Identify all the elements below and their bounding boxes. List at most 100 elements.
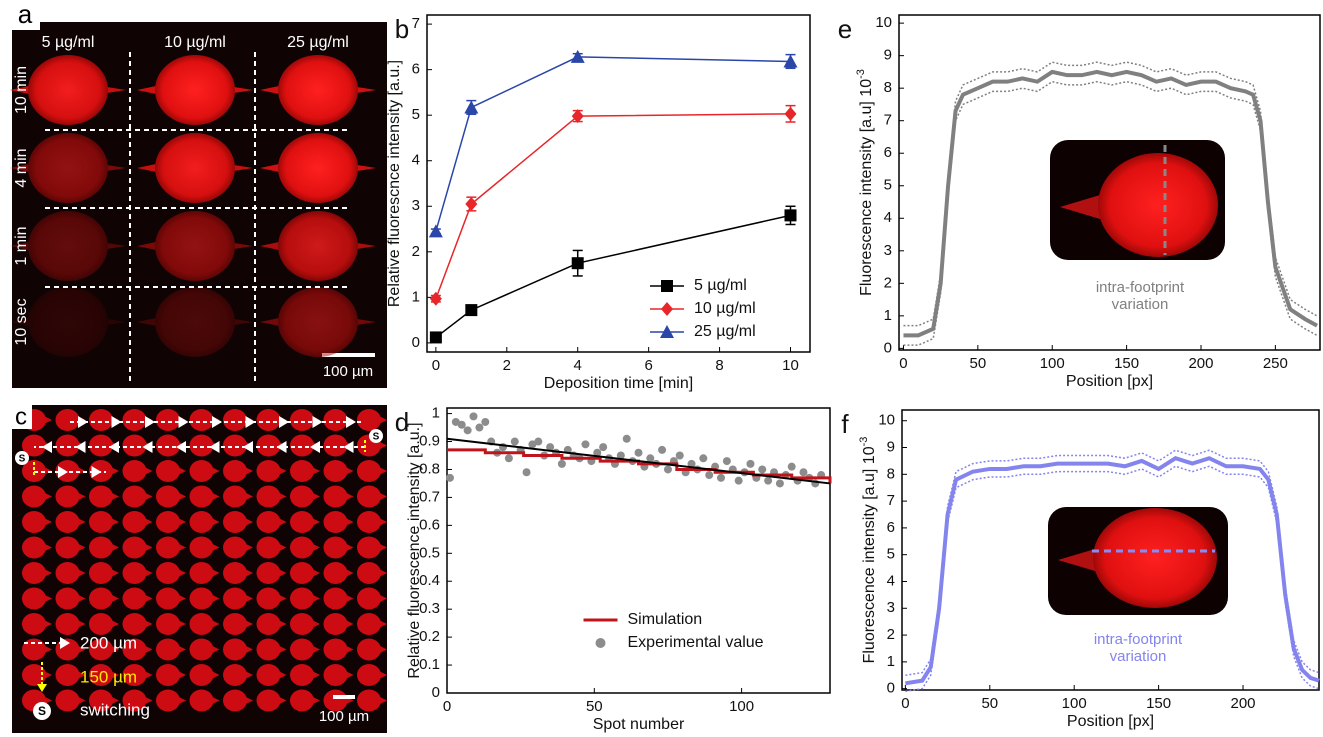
drop bbox=[223, 562, 247, 584]
spot bbox=[28, 211, 108, 281]
drop bbox=[156, 664, 180, 686]
y-tick-label: 7 bbox=[412, 15, 420, 32]
legend-marker bbox=[661, 280, 673, 292]
y-tick-label: 6 bbox=[884, 144, 892, 161]
marker bbox=[571, 257, 584, 270]
drop bbox=[55, 613, 80, 635]
drop bbox=[22, 613, 46, 635]
drop bbox=[55, 434, 80, 457]
drop bbox=[323, 638, 348, 661]
point bbox=[534, 437, 543, 446]
arrow-head bbox=[111, 416, 122, 428]
drop bbox=[189, 460, 214, 482]
drop bbox=[223, 536, 247, 559]
spot bbox=[155, 211, 235, 281]
y-tick-label: 0.2 bbox=[419, 628, 440, 645]
panel-label: d bbox=[395, 407, 409, 437]
point bbox=[716, 473, 725, 482]
y-tick-label: 1 bbox=[887, 653, 895, 670]
drop bbox=[22, 511, 46, 533]
arrow-head bbox=[109, 441, 119, 453]
drop bbox=[290, 434, 314, 457]
drop bbox=[122, 638, 147, 661]
arrow-head bbox=[209, 441, 220, 453]
x-tick-label: 100 bbox=[1062, 695, 1087, 712]
legend-marker bbox=[595, 638, 606, 648]
switch-symbol bbox=[369, 429, 383, 443]
panel-label: c bbox=[15, 403, 27, 430]
drop bbox=[357, 409, 381, 431]
point bbox=[687, 459, 696, 468]
drop bbox=[189, 587, 214, 610]
drop bbox=[256, 689, 281, 712]
drop bbox=[189, 689, 214, 712]
drop bbox=[189, 511, 214, 533]
label-bg bbox=[10, 0, 40, 30]
arrow-head bbox=[58, 466, 68, 478]
switch-symbol bbox=[15, 451, 29, 465]
y-tick-label: 8 bbox=[887, 465, 895, 482]
point bbox=[475, 423, 484, 432]
y-tick-label: 0.3 bbox=[419, 600, 440, 617]
series-line bbox=[435, 214, 791, 339]
x-tick-label: 150 bbox=[1114, 355, 1139, 372]
y-tick-label: 0 bbox=[884, 339, 892, 356]
x-tick-label: 200 bbox=[1231, 695, 1256, 712]
spot bbox=[28, 287, 108, 357]
y-tick-label: 6 bbox=[412, 61, 420, 78]
row-label: 1 min bbox=[13, 226, 30, 265]
y-tick-label: 4 bbox=[412, 152, 420, 169]
y-axis-label-text: Fluorescence intensity [a.u] 10 bbox=[858, 79, 875, 296]
point bbox=[758, 465, 767, 474]
drop bbox=[189, 434, 214, 457]
x-axis-label: Position [px] bbox=[1067, 713, 1154, 730]
drop bbox=[357, 485, 381, 508]
point bbox=[787, 462, 796, 471]
drop bbox=[89, 638, 113, 661]
y-tick-label: 1 bbox=[412, 288, 420, 305]
panel-label: f bbox=[841, 409, 849, 439]
x-tick-label: 150 bbox=[1146, 695, 1171, 712]
point bbox=[546, 443, 555, 452]
drop bbox=[256, 562, 281, 584]
y-tick-label: 9 bbox=[887, 438, 895, 455]
arrow-head bbox=[42, 441, 52, 453]
x-axis-label: Spot number bbox=[593, 716, 685, 733]
drop bbox=[357, 638, 381, 661]
y-tick-label: 3 bbox=[884, 242, 892, 259]
image-panel-c: S Sc 200 µm 150 µm S switching 100 µm bbox=[10, 403, 387, 733]
drop bbox=[223, 485, 247, 508]
legend-text: 200 µm bbox=[80, 633, 137, 652]
x-tick-label: 6 bbox=[644, 357, 652, 374]
drop bbox=[122, 562, 147, 584]
arrow-head bbox=[310, 441, 320, 453]
inset-f bbox=[1048, 507, 1228, 615]
drop bbox=[22, 638, 46, 661]
switch-symbol bbox=[33, 702, 51, 720]
series-line bbox=[435, 56, 791, 232]
drop bbox=[189, 562, 214, 584]
drop bbox=[156, 485, 180, 508]
arrow-head bbox=[75, 441, 86, 453]
y-tick-label: 4 bbox=[884, 209, 892, 226]
drop bbox=[290, 587, 314, 610]
drop bbox=[156, 562, 180, 584]
point bbox=[775, 479, 784, 488]
spot bbox=[260, 55, 376, 125]
spot bbox=[278, 287, 358, 357]
drop bbox=[290, 664, 314, 686]
legend-text: switching bbox=[80, 700, 150, 719]
panel-label: b bbox=[395, 14, 409, 44]
arrow-head bbox=[78, 416, 88, 428]
marker bbox=[571, 109, 584, 124]
drop bbox=[223, 460, 247, 482]
x-tick-label: 250 bbox=[1263, 355, 1288, 372]
marker bbox=[429, 331, 442, 344]
drop bbox=[189, 638, 214, 661]
label-bg bbox=[10, 405, 32, 429]
drop bbox=[223, 613, 247, 635]
y-tick-label: 5 bbox=[884, 177, 892, 194]
drop bbox=[189, 613, 214, 635]
row-label: 10 min bbox=[13, 66, 30, 114]
drop bbox=[323, 613, 348, 635]
